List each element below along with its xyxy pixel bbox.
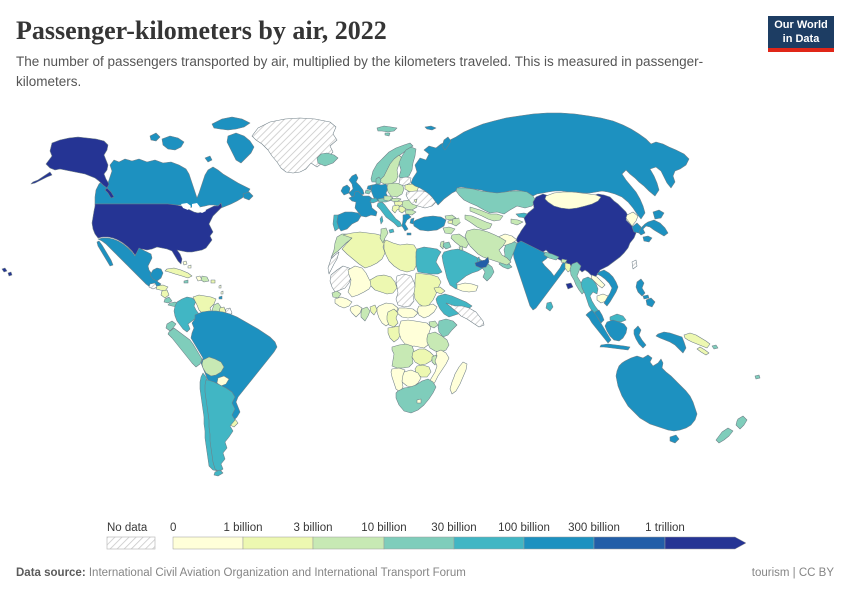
svg-text:1 trillion: 1 trillion xyxy=(645,522,685,534)
svg-text:300 billion: 300 billion xyxy=(568,522,620,534)
svg-text:0: 0 xyxy=(170,522,176,534)
svg-text:1 billion: 1 billion xyxy=(224,522,263,534)
svg-text:30 billion: 30 billion xyxy=(431,522,476,534)
svg-text:10 billion: 10 billion xyxy=(361,522,406,534)
svg-text:100 billion: 100 billion xyxy=(498,522,550,534)
svg-text:No data: No data xyxy=(107,522,148,534)
svg-text:3 billion: 3 billion xyxy=(294,522,333,534)
